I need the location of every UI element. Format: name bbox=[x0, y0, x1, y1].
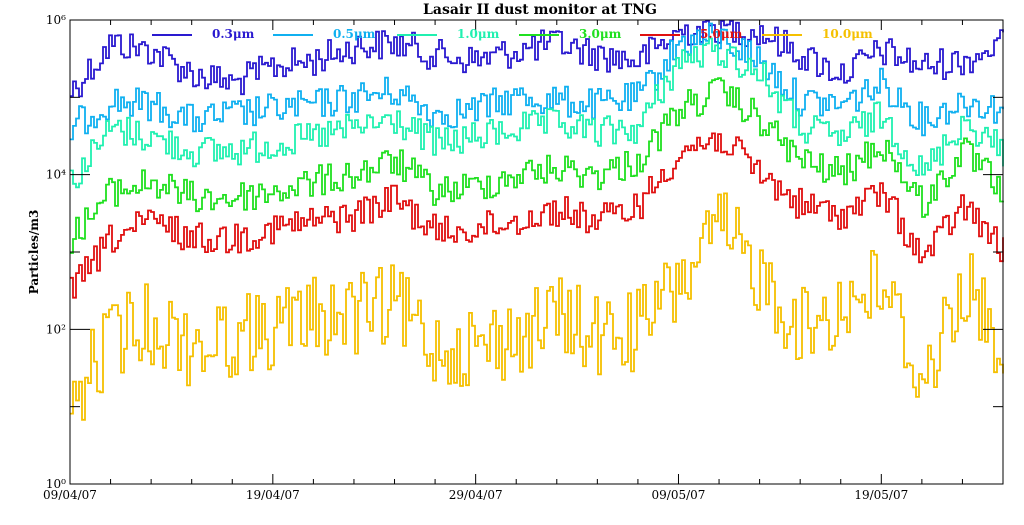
series-line-5 bbox=[70, 192, 1004, 421]
x-tick-label: 19/04/07 bbox=[246, 488, 300, 502]
y-tick-label: 10⁰ bbox=[46, 477, 66, 491]
legend-label-0: 0.3μm bbox=[212, 27, 255, 41]
chart-title: Lasair II dust monitor at TNG bbox=[423, 2, 657, 18]
legend-label-4: 5.0μm bbox=[700, 27, 743, 41]
x-tick-label: 09/04/07 bbox=[43, 488, 97, 502]
y-axis-label: Particles/m3 bbox=[27, 210, 41, 295]
x-tick-label: 29/04/07 bbox=[449, 488, 503, 502]
series-layer bbox=[70, 20, 1004, 421]
y-tick-label: 10² bbox=[46, 322, 66, 336]
series-line-3 bbox=[70, 77, 1004, 254]
y-tick-label: 10⁴ bbox=[46, 168, 66, 182]
legend-label-1: 0.5μm bbox=[333, 27, 376, 41]
axes-layer: 10⁰ 10² 10⁴ 10⁶ 09/04/07 19/04/07 29/04/07 09/0… bbox=[43, 13, 1004, 502]
legend-label-3: 3.0μm bbox=[579, 27, 622, 41]
series-line-4 bbox=[70, 132, 1004, 299]
x-tick-label: 09/05/07 bbox=[652, 488, 706, 502]
series-line-0 bbox=[70, 20, 1004, 98]
series-line-1 bbox=[70, 22, 1004, 141]
y-tick-label: 10⁶ bbox=[46, 13, 66, 27]
legend: 0.3μm 0.5μm 1.0μm 3.0μm 5.0μm 10.0μm bbox=[152, 27, 873, 41]
legend-label-5: 10.0μm bbox=[822, 27, 873, 41]
legend-label-2: 1.0μm bbox=[457, 27, 500, 41]
x-tick-label: 19/05/07 bbox=[854, 488, 908, 502]
series-line-2 bbox=[70, 37, 1004, 189]
